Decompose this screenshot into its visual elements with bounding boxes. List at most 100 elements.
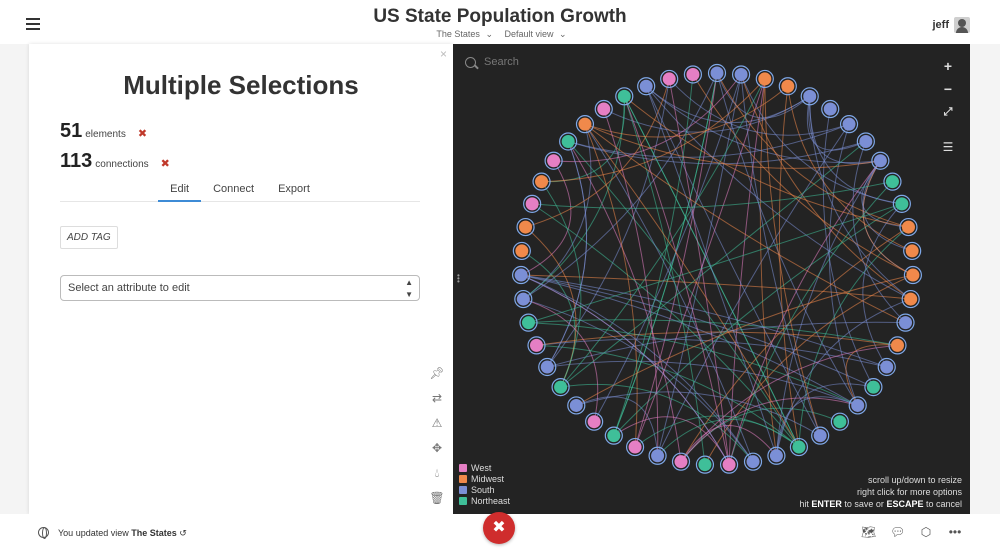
tab-connect[interactable]: Connect xyxy=(213,183,255,195)
graph-node[interactable] xyxy=(698,458,712,472)
graph-edge[interactable] xyxy=(521,274,911,300)
graph-edge[interactable] xyxy=(668,78,850,136)
graph-edge[interactable] xyxy=(759,78,777,456)
graph-edge[interactable] xyxy=(568,123,850,158)
graph-edge[interactable] xyxy=(584,123,638,448)
graph-node[interactable] xyxy=(639,79,653,93)
view-dropdown[interactable]: Default view ⌄ xyxy=(504,29,567,39)
graph-edge[interactable] xyxy=(692,74,914,276)
graph-edge[interactable] xyxy=(822,108,874,388)
graph-edge[interactable] xyxy=(680,344,898,462)
graph-edge[interactable] xyxy=(568,140,866,165)
graph-edge[interactable] xyxy=(680,425,777,462)
deselect-connections-icon[interactable]: ✖ xyxy=(160,158,170,170)
graph-node[interactable] xyxy=(547,154,561,168)
graph-node[interactable] xyxy=(746,455,760,469)
graph-node[interactable] xyxy=(530,338,544,352)
network-graph[interactable] xyxy=(453,44,970,514)
graph-node[interactable] xyxy=(901,220,915,234)
graph-edge[interactable] xyxy=(584,123,754,462)
graph-node[interactable] xyxy=(607,429,621,443)
comment-icon[interactable]: 💬︎ xyxy=(890,525,906,539)
pin-icon[interactable]: 📌︎ xyxy=(429,366,445,380)
graph-node[interactable] xyxy=(792,440,806,454)
graph-edge[interactable] xyxy=(862,160,913,252)
fit-view-icon[interactable]: ⤢ xyxy=(943,106,953,118)
swap-icon[interactable]: ⇄ xyxy=(431,391,443,405)
graph-edge[interactable] xyxy=(528,319,898,346)
graph-edge[interactable] xyxy=(528,203,903,324)
graph-edge[interactable] xyxy=(603,108,659,456)
graph-edge[interactable] xyxy=(657,418,800,457)
color-drop-icon[interactable]: 💧︎ xyxy=(434,466,440,480)
graph-edge[interactable] xyxy=(541,78,766,183)
graph-edge[interactable] xyxy=(862,160,914,276)
graph-edge[interactable] xyxy=(520,274,858,406)
graph-edge[interactable] xyxy=(546,141,587,368)
graph-edge[interactable] xyxy=(521,274,887,368)
graph-edge[interactable] xyxy=(520,274,754,462)
graph-edge[interactable] xyxy=(716,72,909,228)
map-dropdown[interactable]: The States ⌄ xyxy=(436,29,493,39)
graph-edge[interactable] xyxy=(613,416,730,465)
graph-edge[interactable] xyxy=(584,123,881,169)
graph-edge[interactable] xyxy=(521,274,874,388)
graph-node[interactable] xyxy=(734,67,748,81)
graph-node[interactable] xyxy=(686,67,700,81)
graph-edge[interactable] xyxy=(645,86,821,436)
cube-icon[interactable]: ⬡ xyxy=(920,525,932,539)
graph-node[interactable] xyxy=(904,292,918,306)
graph-edge[interactable] xyxy=(634,78,766,448)
trash-icon[interactable]: 🗑︎ xyxy=(429,491,445,505)
graph-edge[interactable] xyxy=(798,226,909,448)
graph-node[interactable] xyxy=(674,455,688,469)
graph-node[interactable] xyxy=(781,79,795,93)
graph-node[interactable] xyxy=(651,449,665,463)
graph-edge[interactable] xyxy=(645,85,881,164)
graph-node[interactable] xyxy=(628,440,642,454)
graph-node[interactable] xyxy=(535,175,549,189)
graph-edge[interactable] xyxy=(728,181,893,465)
graph-edge[interactable] xyxy=(576,391,821,437)
graph-edge[interactable] xyxy=(645,86,777,456)
panel-resize-handle[interactable]: • • • xyxy=(457,271,460,286)
more-icon[interactable]: ••• xyxy=(948,525,962,539)
map-icon[interactable]: 🗺︎ xyxy=(861,525,877,539)
warning-icon[interactable]: ⚠ xyxy=(431,416,443,430)
graph-node[interactable] xyxy=(587,415,601,429)
graph-node[interactable] xyxy=(813,429,827,443)
graph-node[interactable] xyxy=(842,117,856,131)
graph-node[interactable] xyxy=(833,415,847,429)
graph-node[interactable] xyxy=(617,89,631,103)
graph-node[interactable] xyxy=(899,316,913,330)
graph-edge[interactable] xyxy=(520,160,572,276)
graph-node[interactable] xyxy=(866,380,880,394)
graph-node[interactable] xyxy=(569,398,583,412)
tab-export[interactable]: Export xyxy=(278,183,310,195)
graph-edge[interactable] xyxy=(520,274,730,465)
graph-node[interactable] xyxy=(905,244,919,258)
graph-edge[interactable] xyxy=(852,141,906,323)
graph-node[interactable] xyxy=(851,398,865,412)
graph-node[interactable] xyxy=(554,380,568,394)
graph-node[interactable] xyxy=(710,66,724,80)
graph-node[interactable] xyxy=(515,244,529,258)
graph-edge[interactable] xyxy=(560,141,867,388)
updated-view-name[interactable]: The States xyxy=(131,528,177,538)
graph-edge[interactable] xyxy=(623,96,730,465)
graph-edge[interactable] xyxy=(634,72,718,448)
add-tag-button[interactable]: ADD TAG xyxy=(60,226,118,249)
graph-edge[interactable] xyxy=(716,72,859,406)
graph-edge[interactable] xyxy=(623,95,909,228)
graph-edge[interactable] xyxy=(728,78,766,465)
graph-edge[interactable] xyxy=(787,86,913,252)
graph-node[interactable] xyxy=(906,268,920,282)
graph-edge[interactable] xyxy=(623,96,706,465)
graph-edge[interactable] xyxy=(764,78,821,436)
search-input[interactable] xyxy=(484,56,644,68)
graph-edge[interactable] xyxy=(775,160,881,456)
graph-node[interactable] xyxy=(597,102,611,116)
settings-sliders-icon[interactable]: ☰ xyxy=(942,140,954,154)
graph-edge[interactable] xyxy=(809,96,911,300)
graph-edge[interactable] xyxy=(778,86,800,448)
